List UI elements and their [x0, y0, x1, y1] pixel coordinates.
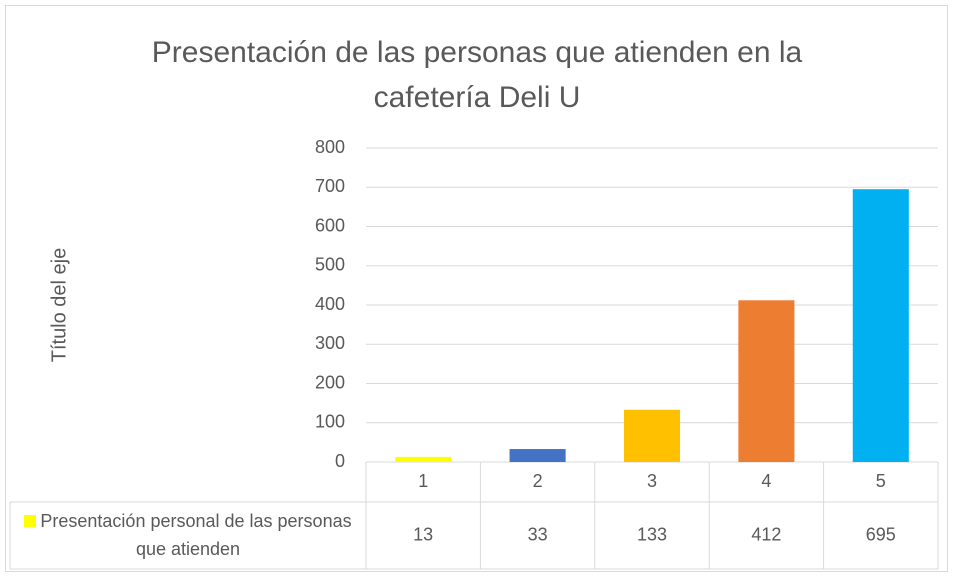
y-tick-label: 0: [335, 451, 345, 471]
legend-cell: Presentación personal de las personas qu…: [14, 507, 362, 563]
y-tick-label: 200: [315, 372, 345, 392]
x-tick-label: 1: [418, 471, 428, 491]
y-tick-label: 500: [315, 255, 345, 275]
y-axis-title: Título del eje: [48, 248, 70, 363]
legend-label: Presentación personal de las personas qu…: [40, 511, 352, 559]
table-value: 133: [637, 524, 667, 544]
legend: Presentación personal de las personas qu…: [14, 507, 362, 563]
table-value: 695: [866, 524, 896, 544]
x-tick-label: 5: [876, 471, 886, 491]
bar: [623, 409, 681, 462]
bar: [852, 189, 909, 462]
table-value: 33: [528, 524, 548, 544]
x-tick-label: 3: [647, 471, 657, 491]
y-tick-label: 100: [315, 412, 345, 432]
chart-border: [5, 5, 948, 572]
y-tick-label: 300: [315, 333, 345, 353]
y-tick-label: 700: [315, 176, 345, 196]
title-area: Presentación de las personas que atiende…: [151, 36, 803, 114]
y-tick-label: 600: [315, 215, 345, 235]
table-value: 412: [751, 524, 781, 544]
table-value: 13: [413, 524, 433, 544]
y-tick-label: 400: [315, 294, 345, 314]
x-tick-label: 2: [533, 471, 543, 491]
y-tick-label: 800: [315, 137, 345, 157]
x-tick-label: 4: [761, 471, 771, 491]
chart-title: Presentación de las personas que atiende…: [151, 36, 803, 114]
bar: [509, 449, 566, 462]
legend-key: [24, 515, 37, 527]
bar: [395, 456, 452, 462]
bar: [738, 300, 795, 462]
